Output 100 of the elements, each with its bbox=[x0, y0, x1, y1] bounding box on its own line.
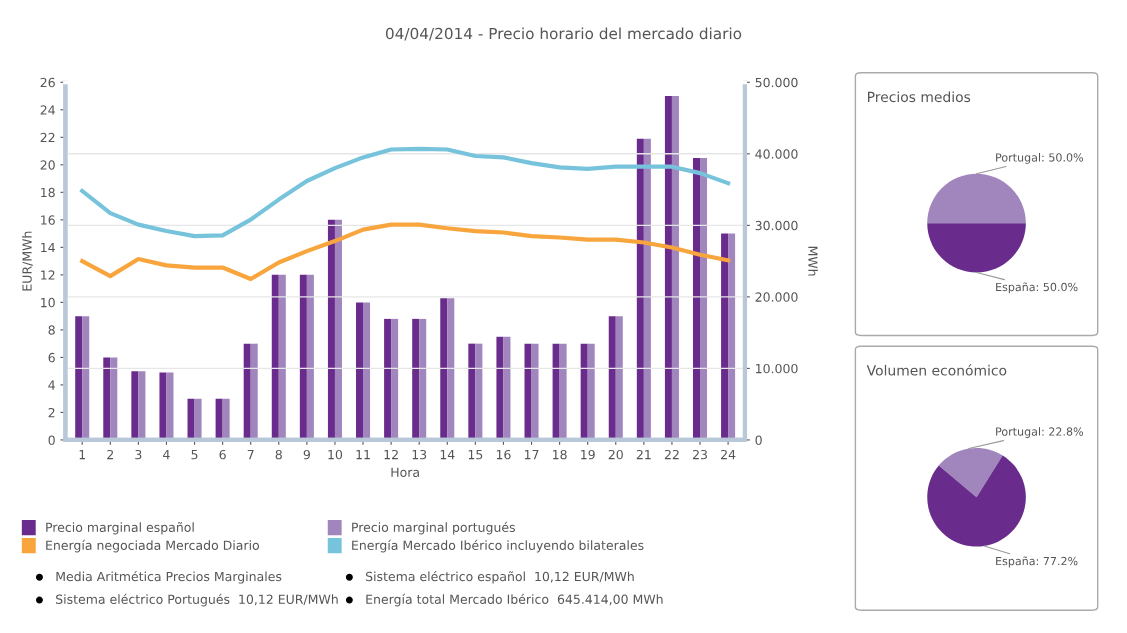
text: Sistema eléctrico español 10,12 EUR/MWh bbox=[365, 571, 634, 584]
bar bbox=[103, 357, 111, 440]
x-tick-label: 22 bbox=[664, 449, 679, 460]
x-tick-label: 21 bbox=[636, 449, 651, 460]
y-tick-label: 18 bbox=[41, 187, 55, 198]
bar bbox=[363, 302, 371, 440]
bar bbox=[384, 318, 392, 440]
x-tick-label: 15 bbox=[468, 450, 483, 460]
bar bbox=[447, 298, 455, 440]
bar bbox=[552, 343, 560, 440]
bar bbox=[194, 398, 202, 440]
bar bbox=[82, 316, 90, 440]
bar bbox=[671, 96, 679, 440]
bar bbox=[664, 96, 672, 440]
bar bbox=[110, 357, 118, 440]
y2-tick-label: 20.000 bbox=[755, 292, 798, 302]
pie-slice bbox=[927, 173, 1026, 224]
y-tick-label: 22 bbox=[40, 132, 55, 143]
bar bbox=[728, 233, 736, 440]
legend-label: Energía Mercado Ibérico incluyendo bilaterales bbox=[352, 539, 644, 553]
bar bbox=[608, 316, 616, 440]
bar bbox=[636, 138, 644, 440]
x-tick-label: 14 bbox=[440, 450, 455, 460]
y-tick-label: 8 bbox=[48, 325, 55, 335]
bar bbox=[187, 398, 195, 440]
y-tick-label: 12 bbox=[41, 270, 55, 280]
bar bbox=[412, 318, 420, 440]
y-tick-label: 2 bbox=[48, 407, 55, 418]
bar bbox=[440, 298, 448, 440]
bar bbox=[138, 371, 146, 440]
y2-axis-title: MWh bbox=[808, 246, 818, 276]
bar bbox=[250, 343, 258, 440]
bar bbox=[524, 343, 532, 440]
legend-label: Precio marginal español bbox=[46, 522, 194, 535]
x-tick-label: 4 bbox=[163, 450, 170, 460]
x-tick-label: 23 bbox=[692, 449, 707, 460]
bar bbox=[643, 138, 651, 440]
bar bbox=[721, 233, 729, 440]
slice-label: España: 50.0% bbox=[996, 282, 1078, 294]
bar bbox=[327, 219, 335, 440]
y-tick-label: 4 bbox=[48, 380, 55, 390]
x-tick-label: 12 bbox=[384, 449, 398, 460]
y2-tick-label: 10.000 bbox=[756, 363, 798, 374]
y-tick-label: 14 bbox=[41, 242, 55, 253]
pie-slice bbox=[938, 447, 1003, 498]
bar bbox=[503, 336, 511, 440]
y-axis-title: EUR/MWh bbox=[22, 231, 33, 291]
bar bbox=[587, 343, 595, 440]
line-series bbox=[80, 222, 731, 282]
x-tick-label: 1 bbox=[79, 450, 86, 460]
x-tick-label: 19 bbox=[581, 449, 595, 460]
bar bbox=[693, 157, 701, 440]
x-tick-label: 16 bbox=[496, 449, 511, 460]
x-tick-label: 18 bbox=[553, 449, 567, 460]
bar bbox=[496, 336, 504, 440]
chart-title: 04/04/2014 - Precio horario del mercado diario bbox=[385, 27, 742, 41]
slice-label: España: 77.2% bbox=[996, 556, 1078, 568]
y2-tick-label: 0 bbox=[755, 435, 762, 445]
x-tick-label: 20 bbox=[608, 449, 623, 460]
y2-tick-label: 30.000 bbox=[755, 220, 798, 231]
bar bbox=[531, 343, 539, 440]
bar bbox=[559, 343, 567, 440]
y2-tick-label: 40.000 bbox=[755, 149, 798, 159]
x-axis-title: Hora bbox=[391, 467, 419, 477]
y-tick-label: 26 bbox=[40, 77, 55, 88]
y-tick-label: 6 bbox=[48, 352, 55, 363]
pie-slice bbox=[927, 223, 1026, 273]
chart-title: Precios medios bbox=[868, 91, 971, 103]
bar bbox=[306, 274, 314, 440]
y-tick-label: 24 bbox=[40, 105, 55, 115]
bar bbox=[166, 372, 174, 440]
x-tick-label: 17 bbox=[524, 450, 539, 460]
bar bbox=[75, 316, 83, 440]
bar bbox=[468, 343, 476, 440]
bar bbox=[391, 318, 399, 440]
y-tick-label: 10 bbox=[41, 297, 55, 308]
legend-label: Energía negociada Mercado Diario bbox=[46, 539, 260, 553]
bar bbox=[215, 398, 223, 440]
bar bbox=[356, 302, 364, 440]
bar bbox=[299, 274, 307, 440]
y2-tick-label: 50.000 bbox=[755, 77, 798, 88]
bar bbox=[222, 398, 230, 440]
chart-title: Volumen económico bbox=[866, 364, 1007, 376]
x-tick-label: 3 bbox=[135, 449, 142, 460]
bar bbox=[580, 343, 588, 440]
x-tick-label: 10 bbox=[328, 449, 343, 460]
slice-label: Portugal: 50.0% bbox=[996, 153, 1084, 164]
bar bbox=[278, 274, 286, 440]
x-tick-label: 9 bbox=[303, 449, 310, 460]
text: Media Aritmética Precios Marginales bbox=[56, 571, 282, 584]
bar bbox=[243, 343, 251, 440]
y-tick-label: 16 bbox=[41, 215, 55, 225]
bar bbox=[334, 219, 342, 440]
slice-label: Portugal: 22.8% bbox=[996, 427, 1084, 438]
legend-label: Precio marginal portugués bbox=[352, 521, 515, 535]
x-tick-label: 2 bbox=[107, 449, 114, 460]
text: Energía total Mercado Ibérico 645.414,00 MWh bbox=[366, 593, 663, 607]
pie-slice bbox=[927, 455, 1026, 547]
y-tick-label: 20 bbox=[40, 160, 55, 170]
y-tick-label: 0 bbox=[48, 435, 55, 445]
